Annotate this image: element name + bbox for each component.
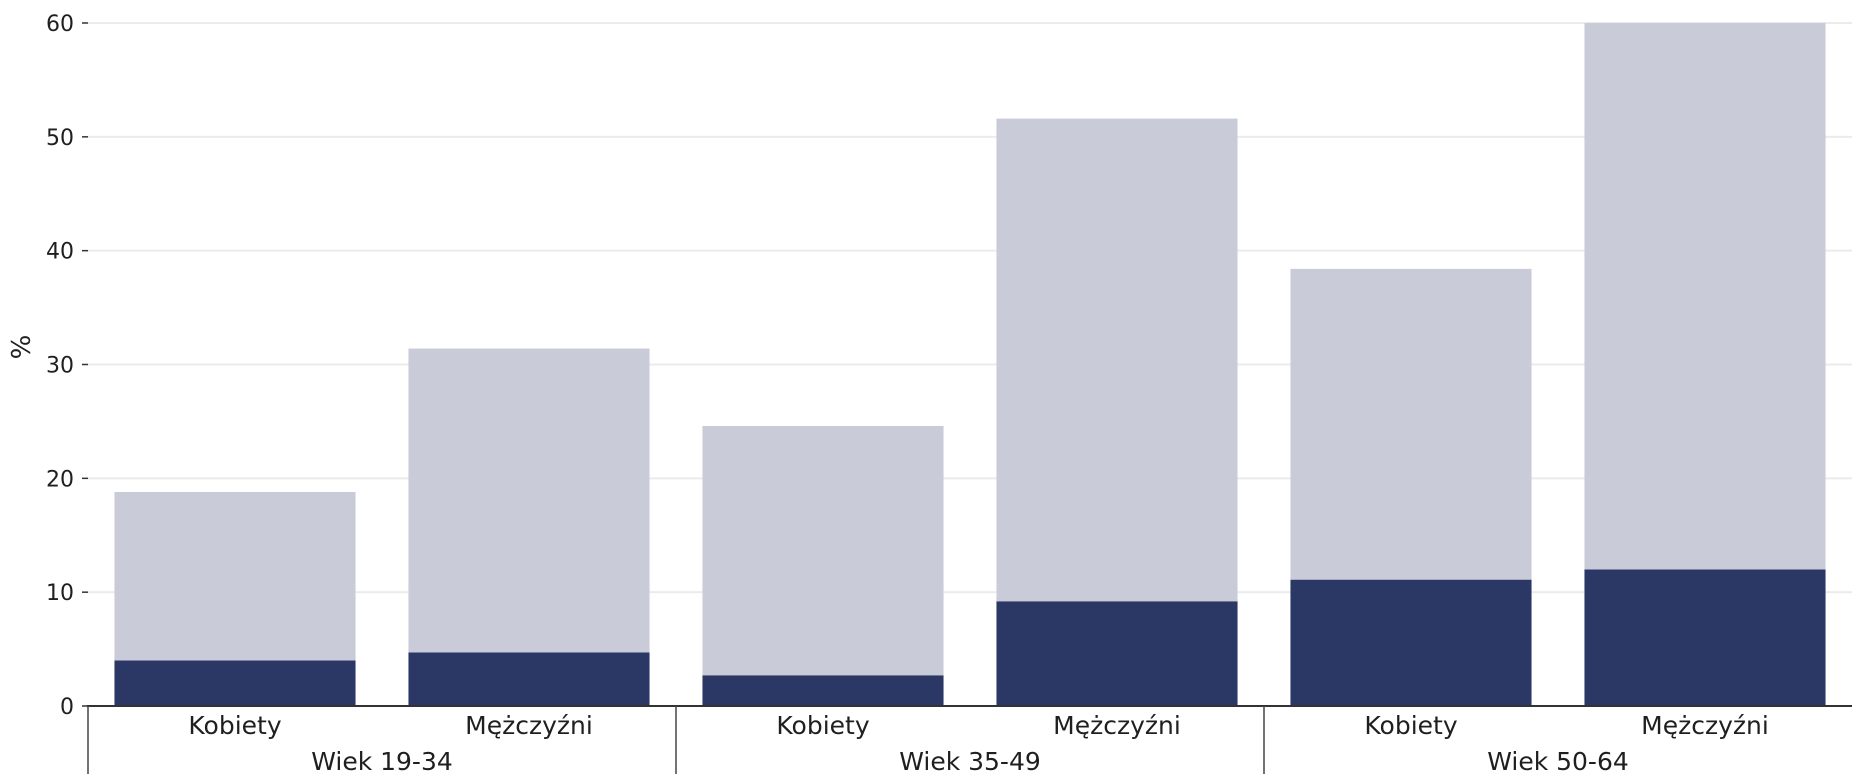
- y-tick-label: 40: [46, 240, 74, 265]
- bar-segment-1: [114, 660, 356, 706]
- y-tick-label: 60: [46, 12, 74, 37]
- labels: 0 10 20 30 40 50 60 Kobiety Mężczyźni Kobiety Mężc…: [46, 12, 1769, 774]
- x-category-label: Mężczyźni: [1641, 711, 1769, 740]
- group-label: Wiek 19-34: [311, 747, 453, 774]
- bar-segment-2: [996, 118, 1238, 602]
- group-label: Wiek 50-64: [1487, 747, 1629, 774]
- bars: [114, 23, 1826, 706]
- bar-segment-1: [702, 675, 944, 706]
- gridlines: [88, 22, 1852, 594]
- y-tick-label: 30: [46, 354, 74, 379]
- bar-segment-1: [1290, 579, 1532, 706]
- x-category-label: Mężczyźni: [1053, 711, 1181, 740]
- bar-segment-2: [1290, 268, 1532, 580]
- bar-segment-1: [996, 601, 1238, 706]
- bar-segment-1: [1584, 569, 1826, 706]
- axes: [82, 22, 1852, 774]
- y-tick-label: 0: [60, 695, 74, 720]
- y-tick-label: 10: [46, 581, 74, 606]
- x-category-label: Kobiety: [188, 711, 281, 740]
- bar-segment-1: [408, 652, 650, 706]
- bar-segment-2: [702, 425, 944, 676]
- bar-segment-2: [1584, 23, 1826, 570]
- y-tick-label: 50: [46, 126, 74, 151]
- x-category-label: Kobiety: [776, 711, 869, 740]
- y-axis-label: %: [7, 335, 37, 360]
- group-label: Wiek 35-49: [899, 747, 1041, 774]
- x-category-label: Kobiety: [1364, 711, 1457, 740]
- bar-segment-2: [408, 348, 650, 653]
- x-category-label: Mężczyźni: [465, 711, 593, 740]
- bar-segment-2: [114, 491, 356, 661]
- y-tick-label: 20: [46, 467, 74, 492]
